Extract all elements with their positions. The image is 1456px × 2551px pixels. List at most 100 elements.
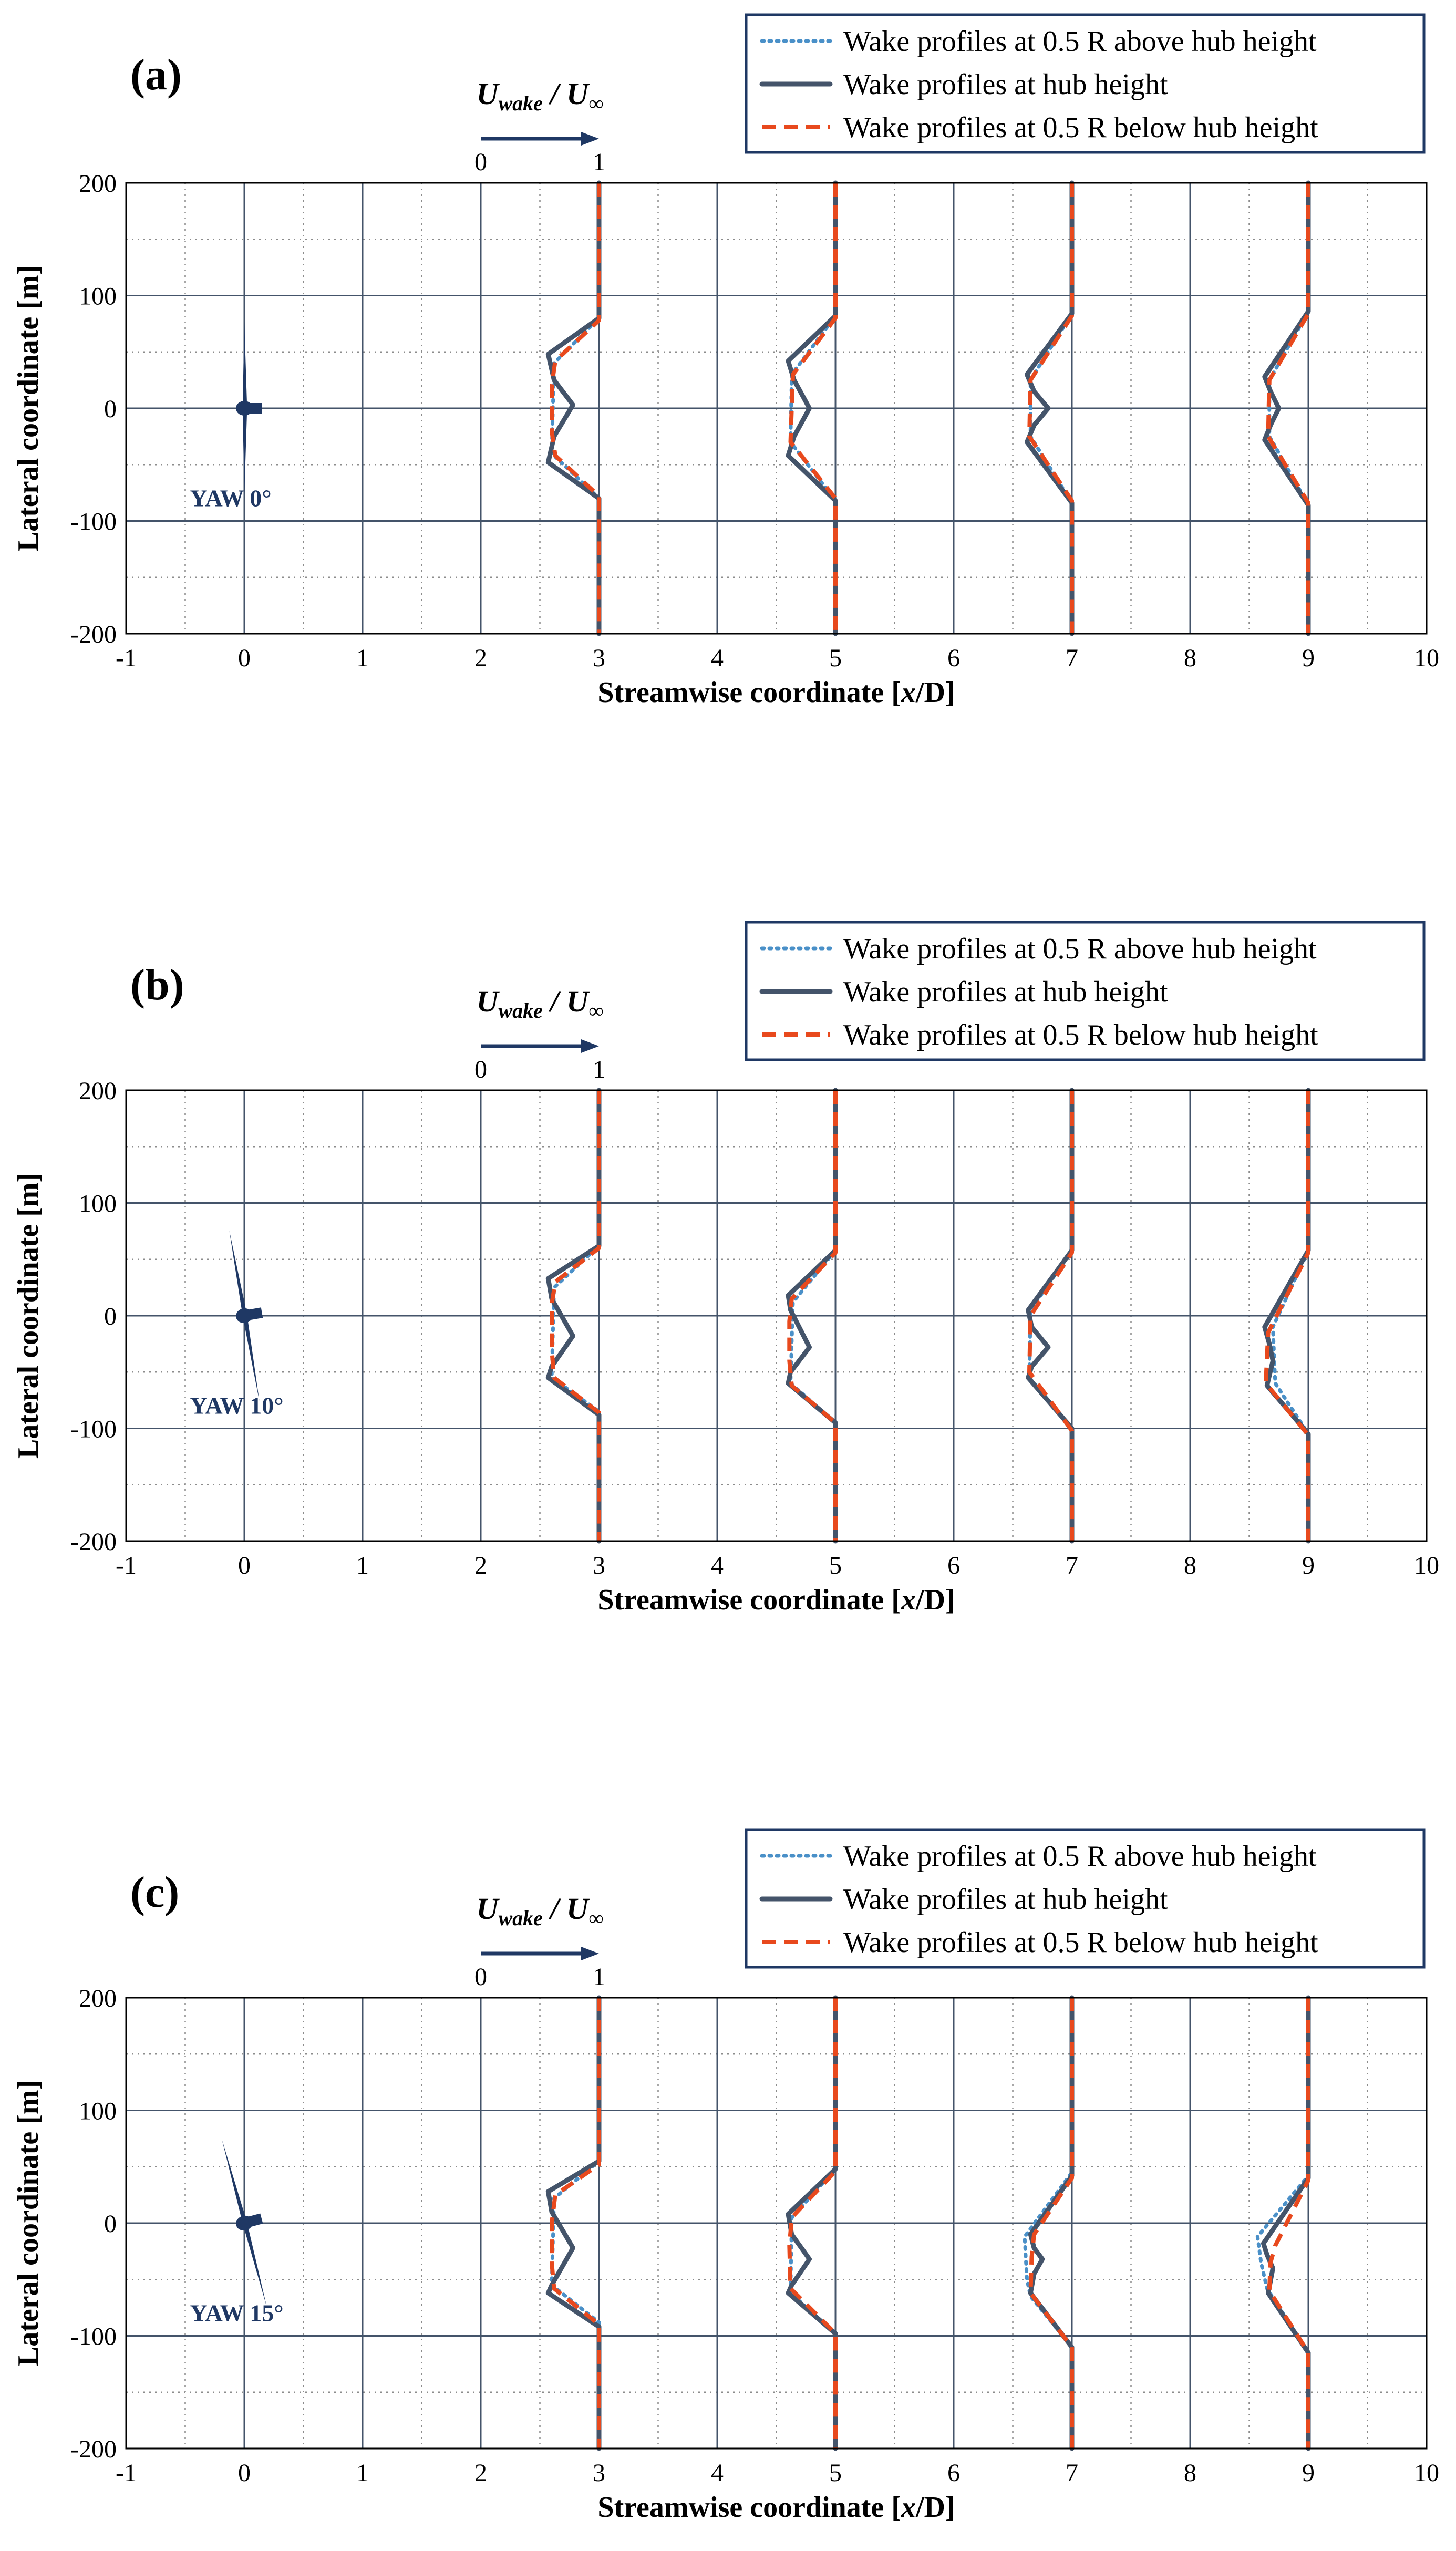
x-tick-label: 4 bbox=[711, 644, 724, 672]
velocity-indicator-tick-0: 0 bbox=[474, 1963, 487, 1991]
y-tick-label: -100 bbox=[70, 1416, 117, 1443]
legend-entry-label: Wake profiles at 0.5 R above hub height bbox=[843, 1840, 1317, 1873]
panel-a: -1 0 1 2 3 4 5 6 7 8 9 10-200-1000100200Streamwise … bbox=[12, 13, 1439, 709]
plot-frame bbox=[125, 1997, 1428, 2450]
wake-profile-solid-x5 bbox=[786, 1088, 838, 1544]
y-tick-label: -200 bbox=[70, 2435, 117, 2463]
x-tick-label: 1 bbox=[356, 644, 369, 672]
legend-entry-label: Wake profiles at 0.5 R below hub height bbox=[843, 111, 1318, 144]
wake-profile-dashed-x3 bbox=[550, 1998, 601, 2449]
turbine-blade-lower bbox=[243, 414, 247, 495]
x-tick-label: 6 bbox=[947, 2459, 960, 2487]
wake-profile-solid-x3 bbox=[545, 1995, 602, 2451]
turbine-nacelle bbox=[246, 403, 262, 414]
turbine-nacelle bbox=[245, 2213, 263, 2228]
legend-entry-label: Wake profiles at 0.5 R above hub height bbox=[843, 933, 1317, 965]
legend-box bbox=[745, 1828, 1426, 1969]
legend-entry-label: Wake profiles at hub height bbox=[843, 976, 1168, 1008]
x-tick-label: -1 bbox=[116, 644, 137, 672]
indicator-symbol: / U bbox=[543, 77, 590, 111]
indicator-subscript: wake bbox=[498, 1906, 542, 1930]
y-tick-label: 0 bbox=[104, 395, 117, 423]
x-tick-label: 6 bbox=[947, 644, 960, 672]
velocity-indicator-arrowhead bbox=[581, 1947, 599, 1960]
plot-frame bbox=[125, 182, 1428, 635]
turbine-blade-upper bbox=[243, 322, 247, 403]
wake-profile-dashed-x9 bbox=[1266, 183, 1310, 634]
y-tick-label: 100 bbox=[79, 283, 117, 311]
wake-profile-dashed-x3 bbox=[550, 1090, 601, 1541]
x-tick-label: 7 bbox=[1066, 2459, 1078, 2487]
wake-profile-solid-x7 bbox=[1025, 180, 1075, 636]
x-axis-label-variable: x bbox=[901, 2491, 916, 2524]
y-tick-label: -200 bbox=[70, 621, 117, 648]
plot-frame bbox=[125, 1089, 1428, 1542]
x-axis-label-part: Streamwise coordinate [ bbox=[597, 2491, 901, 2524]
x-axis-label: Streamwise coordinate [x/D] bbox=[597, 676, 955, 709]
wake-profile-solid-x3 bbox=[545, 1088, 602, 1544]
x-tick-label: 4 bbox=[711, 1552, 724, 1579]
y-tick-label: 100 bbox=[79, 1190, 117, 1218]
panel-label: (a) bbox=[130, 50, 182, 99]
x-tick-label: 3 bbox=[593, 1552, 605, 1579]
x-tick-label: 3 bbox=[593, 2459, 605, 2487]
x-tick-label: 7 bbox=[1066, 644, 1078, 672]
x-axis-label-part: Streamwise coordinate [ bbox=[597, 676, 901, 709]
y-axis-label: Lateral coordinate [m] bbox=[12, 1173, 45, 1459]
x-tick-label: 9 bbox=[1302, 644, 1315, 672]
indicator-subscript: ∞ bbox=[588, 999, 604, 1023]
x-tick-label: 5 bbox=[829, 1552, 842, 1579]
x-tick-label: 1 bbox=[356, 2459, 369, 2487]
wake-profile-dashed-x7 bbox=[1028, 1998, 1074, 2449]
x-tick-label: 1 bbox=[356, 1552, 369, 1579]
y-tick-label: 200 bbox=[79, 170, 117, 198]
y-tick-label: 200 bbox=[79, 1985, 117, 2012]
velocity-indicator-arrowhead bbox=[581, 1039, 599, 1053]
legend-box bbox=[745, 13, 1426, 154]
wake-profile-dashed-x5 bbox=[787, 1090, 838, 1541]
x-tick-label: 6 bbox=[947, 1552, 960, 1579]
panel-b: -1 0 1 2 3 4 5 6 7 8 9 10-200-1000100200Streamwise … bbox=[12, 921, 1439, 1616]
velocity-indicator-tick-0: 0 bbox=[474, 1056, 487, 1083]
x-axis-label-part: /D] bbox=[915, 1584, 955, 1616]
x-axis-label-variable: x bbox=[901, 676, 916, 709]
turbine-blade-lower bbox=[243, 1320, 260, 1401]
x-tick-label: 9 bbox=[1302, 2459, 1315, 2487]
wake-profile-dashed-x5 bbox=[787, 1998, 838, 2449]
x-tick-label: 0 bbox=[238, 1552, 251, 1579]
y-axis-label: Lateral coordinate [m] bbox=[12, 2080, 45, 2366]
x-tick-label: 8 bbox=[1184, 2459, 1196, 2487]
x-tick-label: 2 bbox=[474, 644, 487, 672]
indicator-subscript: ∞ bbox=[588, 1906, 604, 1930]
x-axis-label-variable: x bbox=[901, 1584, 916, 1616]
x-axis-label: Streamwise coordinate [x/D] bbox=[597, 2491, 955, 2524]
x-tick-label: 2 bbox=[474, 2459, 487, 2487]
indicator-subscript: wake bbox=[498, 91, 542, 115]
wake-profile-solid-x3 bbox=[545, 180, 602, 636]
x-tick-label: 0 bbox=[238, 644, 251, 672]
x-tick-label: 0 bbox=[238, 2459, 251, 2487]
panel-c: -1 0 1 2 3 4 5 6 7 8 9 10-200-1000100200Streamwise … bbox=[12, 1828, 1439, 2524]
x-tick-label: 4 bbox=[711, 2459, 724, 2487]
legend-box bbox=[745, 921, 1426, 1061]
y-tick-label: 100 bbox=[79, 2098, 117, 2125]
yaw-label: YAW 0° bbox=[190, 485, 272, 512]
x-tick-label: 8 bbox=[1184, 1552, 1196, 1579]
velocity-indicator-arrowhead bbox=[581, 132, 599, 146]
legend-entry-label: Wake profiles at 0.5 R below hub height bbox=[843, 1926, 1318, 1959]
wake-profile-dashed-x9 bbox=[1264, 1090, 1310, 1541]
indicator-symbol: U bbox=[477, 77, 500, 111]
x-axis-label-part: Streamwise coordinate [ bbox=[597, 1584, 901, 1616]
velocity-indicator-tick-1: 1 bbox=[593, 1056, 605, 1083]
panel-label: (b) bbox=[130, 961, 184, 1009]
y-tick-label: 0 bbox=[104, 1303, 117, 1330]
x-axis-label-part: /D] bbox=[915, 676, 955, 709]
legend-entry-label: Wake profiles at hub height bbox=[843, 1883, 1168, 1916]
y-tick-label: -100 bbox=[70, 2323, 117, 2351]
x-tick-label: -1 bbox=[116, 2459, 137, 2487]
indicator-symbol: / U bbox=[543, 984, 590, 1018]
x-tick-label: 8 bbox=[1184, 644, 1196, 672]
wake-profile-dashed-x9 bbox=[1267, 1998, 1310, 2449]
x-tick-label: 3 bbox=[593, 644, 605, 672]
